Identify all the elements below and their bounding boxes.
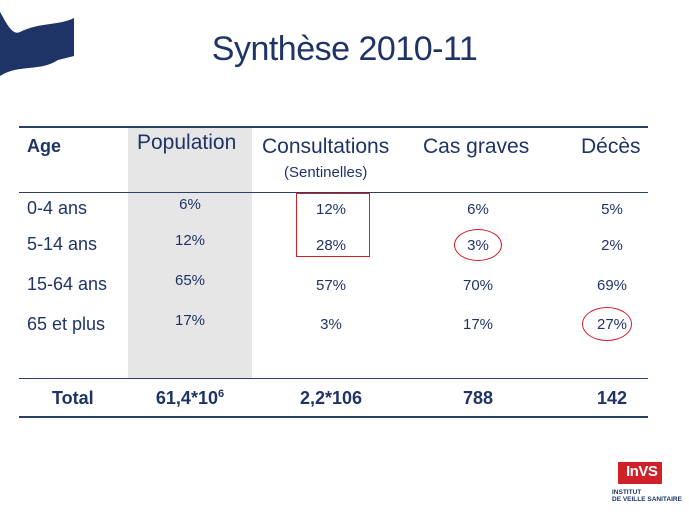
deces-highlight-circle — [582, 307, 632, 341]
row-age: 5-14 ans — [27, 234, 98, 254]
row-cas-graves: 70% — [462, 277, 494, 294]
invs-logo-text: InVS — [626, 463, 658, 480]
cas-graves-highlight-circle — [454, 229, 502, 261]
population-column-shade — [128, 128, 252, 378]
header-rule — [19, 192, 648, 193]
invs-logo: InVS INSTITUT DE VEILLE SANITAIRE — [612, 462, 682, 510]
total-cas-graves: 788 — [462, 388, 494, 408]
total-consultations: 2,2*106 — [299, 388, 363, 408]
invs-logo-subtitle: INSTITUT DE VEILLE SANITAIRE — [612, 489, 682, 503]
row-age: 65 et plus — [27, 314, 106, 334]
total-population: 61,4*106 — [155, 388, 225, 408]
row-consultations: 28% — [315, 237, 347, 254]
total-top-rule — [19, 378, 648, 379]
table-bottom-rule — [19, 416, 648, 418]
slide-title: Synthèse 2010-11 — [211, 30, 478, 68]
row-cas-graves: 6% — [467, 201, 489, 218]
row-deces: 5% — [601, 201, 623, 218]
invs-logo-box: InVS — [618, 462, 662, 484]
header-deces: Décès — [581, 135, 641, 158]
header-population: Population — [137, 131, 237, 154]
header-consultations-sub: (Sentinelles) — [284, 164, 368, 181]
row-population: 6% — [179, 196, 201, 213]
row-cas-graves: 17% — [462, 316, 494, 333]
row-consultations: 3% — [320, 316, 342, 333]
consultations-highlight-box — [296, 193, 370, 257]
header-cas-graves: Cas graves — [423, 135, 530, 158]
row-population: 65% — [174, 272, 206, 289]
header-age: Age — [27, 136, 62, 156]
row-age: 15-64 ans — [27, 274, 108, 294]
row-deces: 69% — [596, 277, 628, 294]
row-population: 12% — [174, 232, 206, 249]
total-label: Total — [52, 388, 94, 408]
flag-logo-icon — [0, 12, 74, 76]
row-deces: 2% — [601, 237, 623, 254]
total-deces: 142 — [596, 388, 628, 408]
table-top-rule — [19, 126, 648, 128]
header-consultations: Consultations — [262, 135, 390, 158]
row-population: 17% — [174, 312, 206, 329]
row-consultations: 57% — [315, 277, 347, 294]
row-age: 0-4 ans — [27, 198, 88, 218]
row-consultations: 12% — [315, 201, 347, 218]
